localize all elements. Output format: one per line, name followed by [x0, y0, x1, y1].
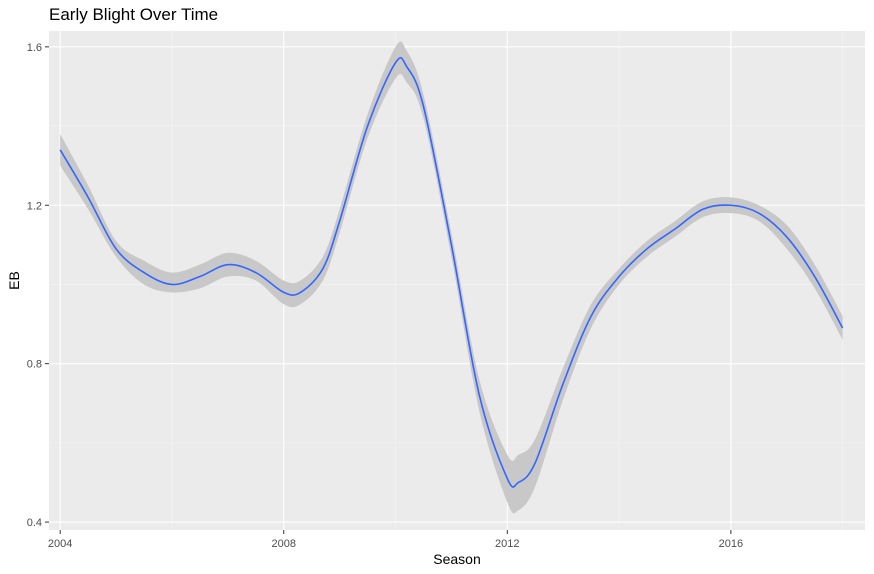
x-tick-label: 2008 [271, 538, 295, 550]
y-axis: 0.4 0.8 1.2 1.6 [27, 42, 49, 529]
x-tick-label: 2012 [495, 538, 519, 550]
x-tick-label: 2004 [48, 538, 72, 550]
x-tick-label: 2016 [719, 538, 743, 550]
confidence-ribbon [60, 41, 843, 514]
y-tick-label: 1.2 [27, 200, 42, 212]
y-axis-title: EB [6, 271, 22, 290]
trend-line [59, 56, 844, 488]
chart-title: Early Blight Over Time [49, 5, 219, 24]
x-axis: 2004 2008 2012 2016 [48, 530, 743, 550]
y-tick-label: 1.6 [27, 42, 42, 54]
y-tick-label: 0.8 [27, 359, 42, 371]
x-axis-title: Season [433, 551, 480, 567]
y-tick-label: 0.4 [27, 517, 42, 529]
